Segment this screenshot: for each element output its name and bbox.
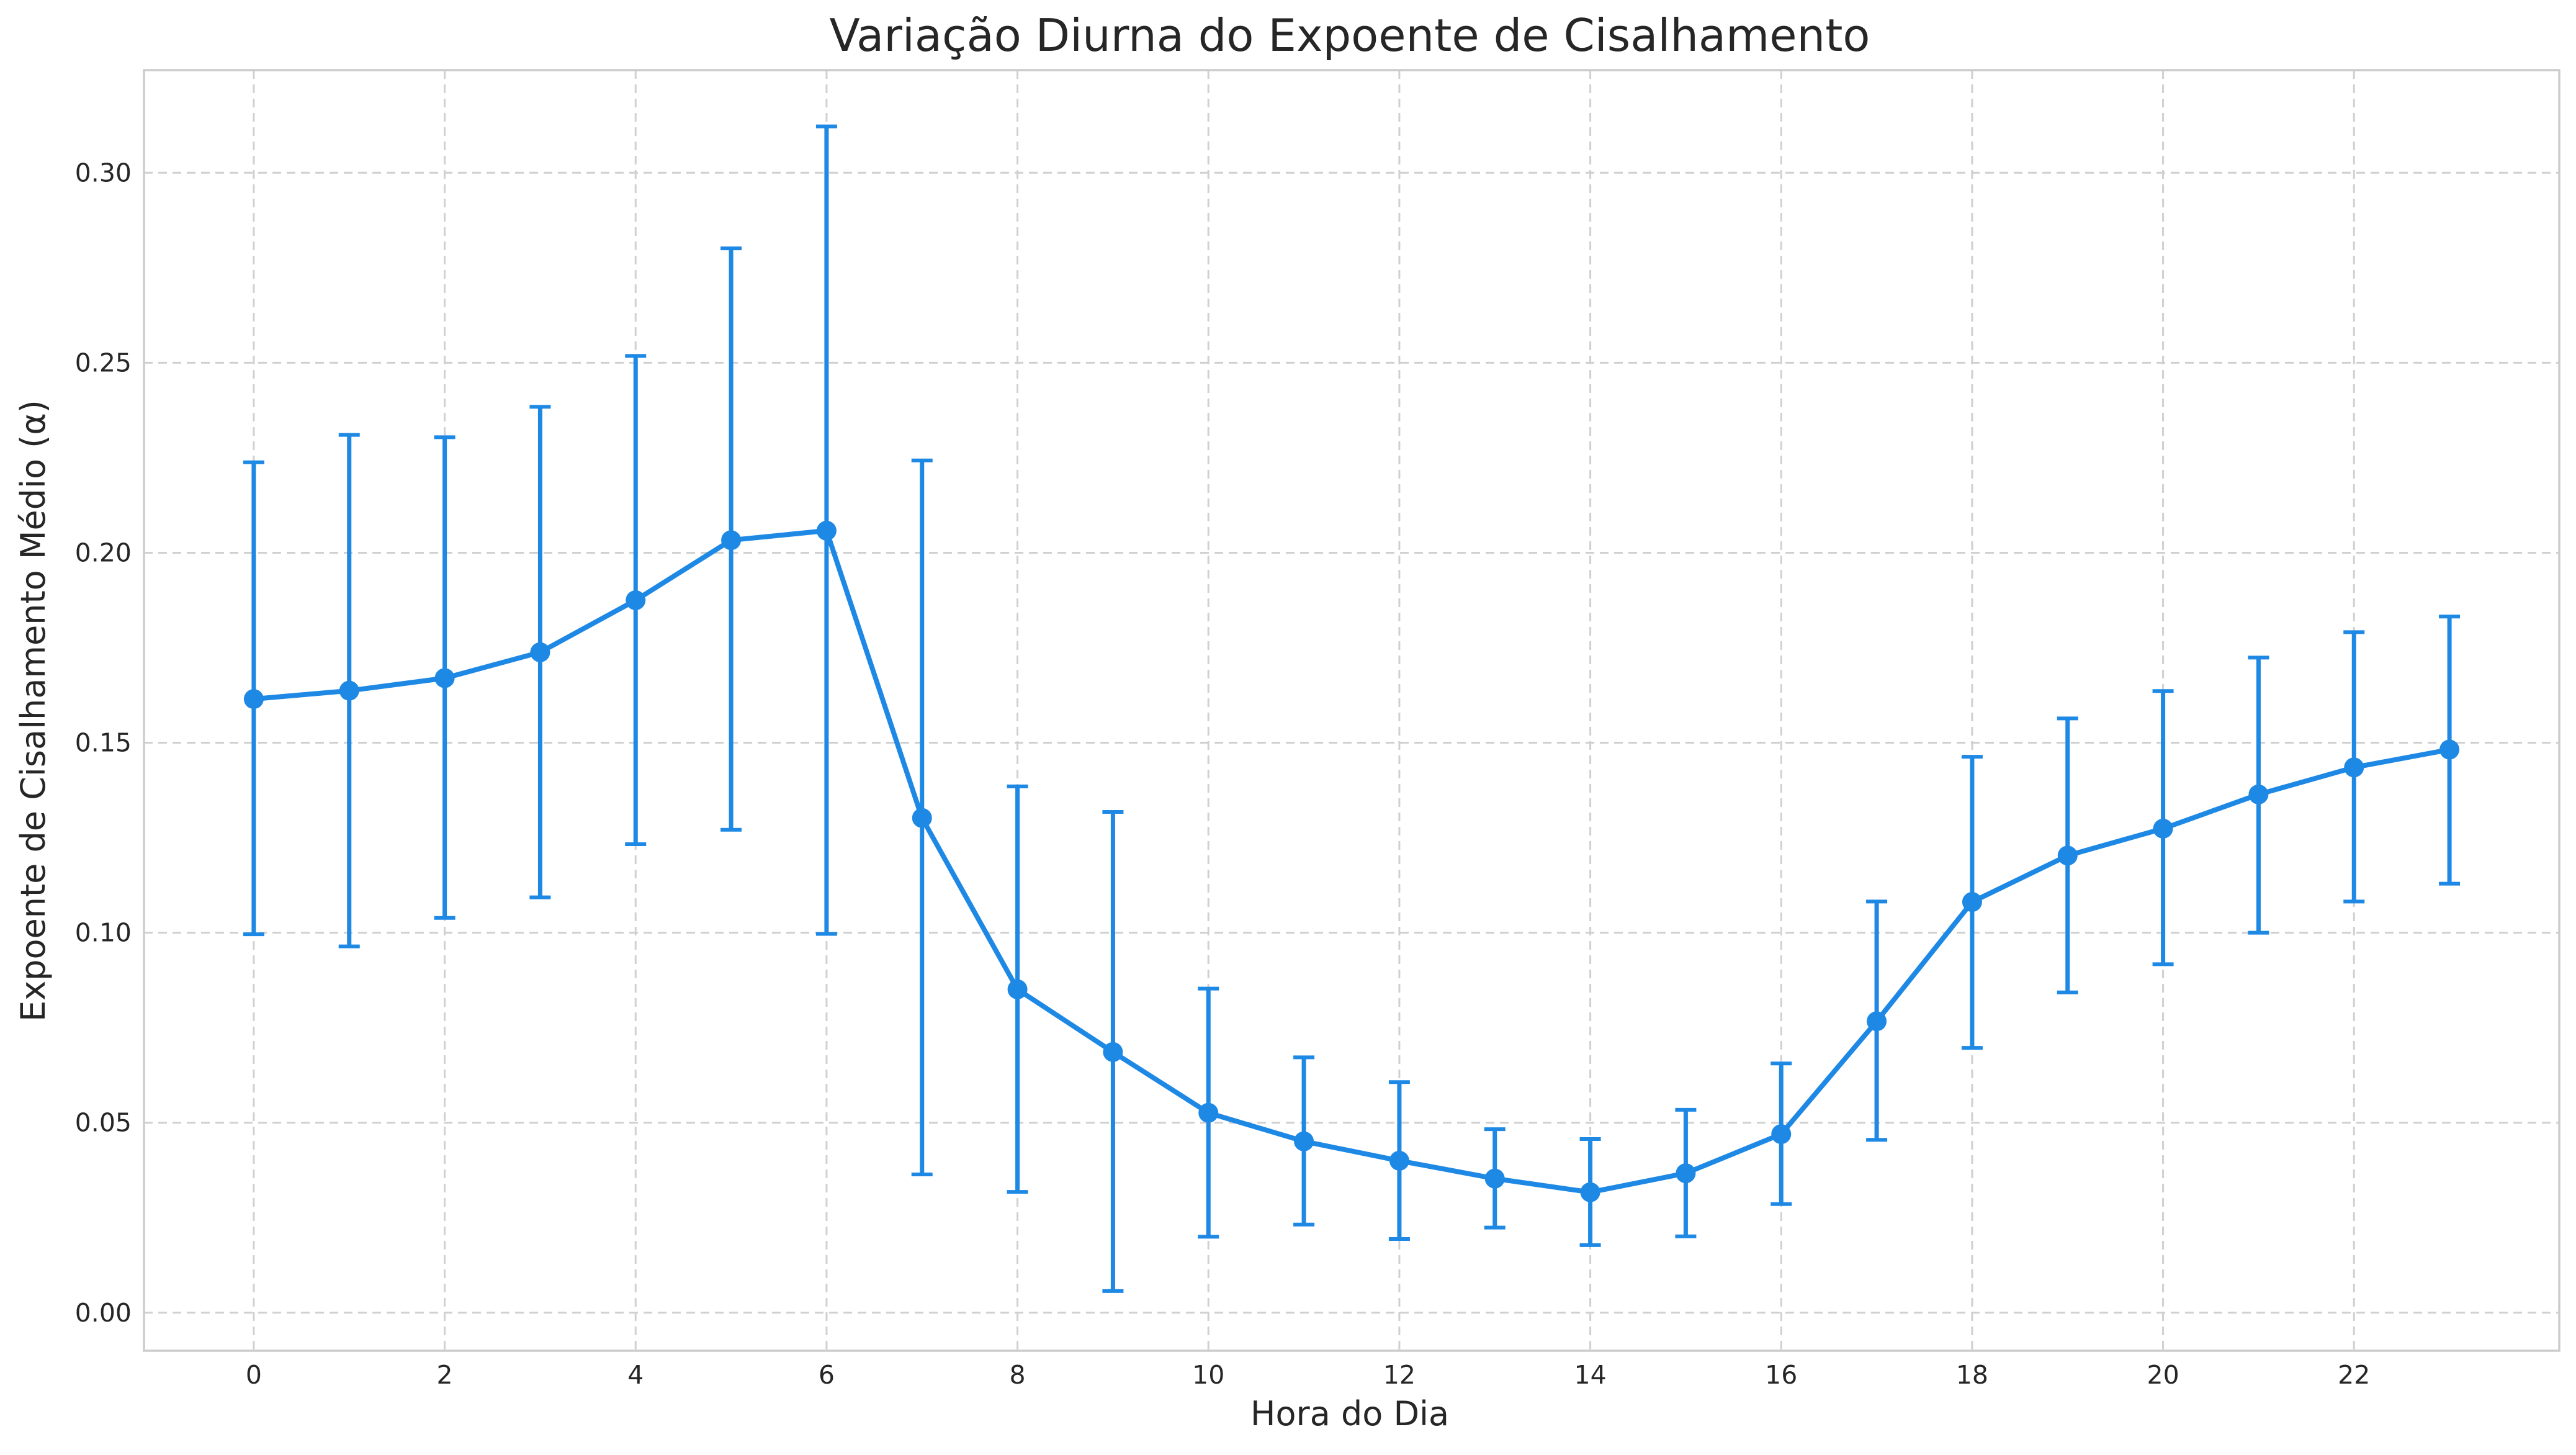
- y-axis-label: Expoente de Cisalhamento Médio (α): [14, 400, 53, 1022]
- data-point: [2153, 818, 2173, 839]
- data-point: [2344, 757, 2364, 778]
- series-line: [251, 528, 2453, 1195]
- data-point: [530, 642, 550, 662]
- y-tick-label: 0.00: [75, 1298, 132, 1328]
- y-tick-label: 0.05: [75, 1108, 132, 1138]
- data-point: [434, 668, 455, 688]
- data-point: [1103, 1042, 1123, 1062]
- x-tick-label: 6: [819, 1360, 835, 1390]
- data-point: [1007, 979, 1028, 999]
- y-tick-label: 0.20: [75, 538, 132, 567]
- data-point: [1771, 1124, 1792, 1145]
- x-tick-label: 10: [1192, 1360, 1224, 1390]
- x-tick-label: 20: [2147, 1360, 2179, 1390]
- data-point: [1198, 1102, 1219, 1123]
- x-tick-label: 14: [1574, 1360, 1606, 1390]
- data-point: [1389, 1150, 1409, 1171]
- data-point: [2248, 784, 2269, 804]
- x-tick-label: 16: [1765, 1360, 1797, 1390]
- y-tick-label: 0.15: [75, 728, 132, 758]
- data-point: [2057, 845, 2078, 866]
- x-tick-label: 0: [246, 1360, 262, 1390]
- x-tick-label: 18: [1956, 1360, 1988, 1390]
- x-tick-label: 2: [437, 1360, 453, 1390]
- y-tick-labels: 0.00 0.05 0.10 0.15 0.20 0.25 0.30: [75, 158, 132, 1327]
- x-tick-label: 4: [627, 1360, 644, 1390]
- data-point: [1484, 1168, 1505, 1189]
- y-tick-label: 0.30: [75, 158, 132, 187]
- data-point: [339, 680, 359, 701]
- data-point: [721, 530, 742, 551]
- chart-title: Variação Diurna do Expoente de Cisalhame…: [830, 9, 1870, 61]
- data-points: [243, 520, 2460, 1202]
- x-tick-label: 8: [1010, 1360, 1026, 1390]
- data-point: [1962, 892, 1982, 912]
- x-axis-label: Hora do Dia: [1250, 1394, 1449, 1433]
- plot-frame: [143, 69, 2560, 1352]
- data-point: [1294, 1131, 1314, 1151]
- data-point: [1580, 1182, 1600, 1202]
- grid: [144, 70, 2559, 1351]
- data-point: [816, 520, 837, 541]
- data-point: [1676, 1163, 1696, 1184]
- y-tick-label: 0.25: [75, 348, 132, 377]
- data-point: [243, 689, 264, 709]
- data-point: [912, 808, 932, 828]
- x-tick-label: 22: [2338, 1360, 2370, 1390]
- x-tick-labels: 0 2 4 6 8 10 12 14 16 18 20 22: [246, 1360, 2370, 1390]
- x-tick-label: 12: [1383, 1360, 1416, 1390]
- data-point: [1867, 1011, 1887, 1032]
- y-tick-label: 0.10: [75, 918, 132, 948]
- data-point: [626, 590, 646, 610]
- data-point: [2439, 739, 2460, 760]
